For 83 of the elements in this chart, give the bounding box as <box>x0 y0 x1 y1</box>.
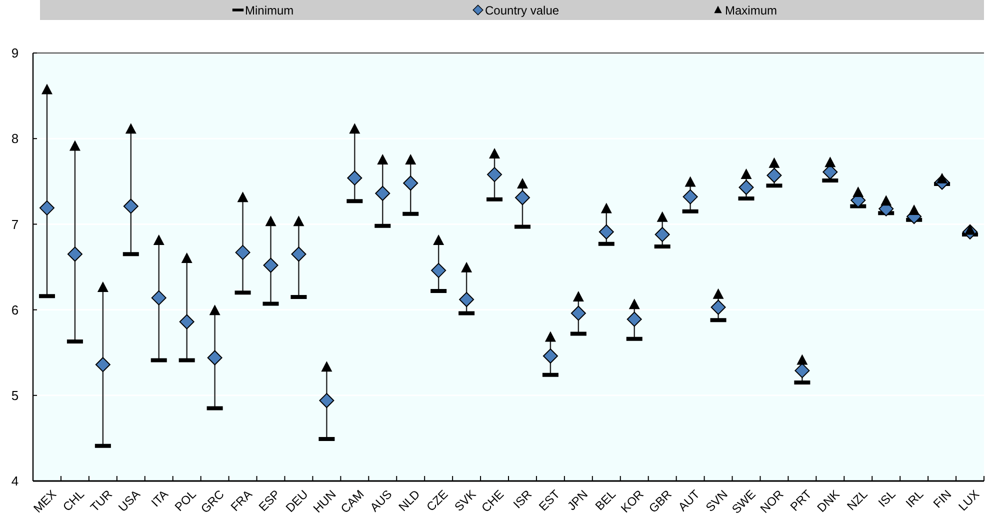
point <box>514 190 530 206</box>
point <box>710 300 726 315</box>
x-tick-label: ITA <box>148 487 171 510</box>
y-tick-label: 9 <box>11 46 19 61</box>
point <box>237 192 248 202</box>
point <box>684 176 696 187</box>
point <box>153 234 164 245</box>
point <box>768 157 780 168</box>
point <box>852 186 864 198</box>
point <box>740 168 752 180</box>
point <box>487 167 502 182</box>
point <box>321 361 332 372</box>
point <box>235 244 250 260</box>
point <box>207 350 222 366</box>
point <box>67 246 82 262</box>
point <box>628 298 640 310</box>
x-tick-label: CHL <box>60 486 88 514</box>
point <box>542 348 558 364</box>
point <box>97 282 108 292</box>
point <box>794 363 810 378</box>
x-tick-label: FRA <box>228 487 255 514</box>
point <box>151 290 166 306</box>
point <box>39 200 54 216</box>
point <box>349 123 360 134</box>
point <box>433 234 444 245</box>
point <box>598 224 614 240</box>
x-tick-label: USA <box>116 487 143 515</box>
point <box>41 84 52 94</box>
legend-label: Country value <box>485 4 560 18</box>
x-tick-label: NZL <box>844 486 870 514</box>
legend-label: Maximum <box>725 4 778 18</box>
point <box>319 393 334 408</box>
x-tick-label: FIN <box>930 487 954 511</box>
point <box>431 262 446 278</box>
point <box>880 195 892 206</box>
point <box>766 168 782 183</box>
point <box>347 170 362 186</box>
point <box>626 312 642 327</box>
point <box>377 154 388 164</box>
point <box>125 123 136 134</box>
point <box>682 189 698 204</box>
point <box>375 186 390 201</box>
legend-label: Minimum <box>245 4 294 18</box>
point <box>544 331 556 342</box>
y-tick-label: 7 <box>11 216 19 232</box>
point <box>796 354 808 365</box>
point <box>656 211 668 222</box>
point <box>293 216 304 226</box>
y-tick-label: 4 <box>11 474 19 489</box>
point <box>263 258 278 273</box>
point <box>654 226 670 242</box>
point <box>209 304 220 316</box>
point <box>600 202 612 214</box>
x-tick-label: BEL <box>592 486 619 514</box>
point <box>181 252 192 263</box>
point <box>908 204 920 216</box>
point <box>265 216 276 226</box>
point <box>461 262 472 272</box>
point <box>403 176 418 191</box>
point <box>489 148 500 159</box>
x-tick-label: ISR <box>510 486 535 512</box>
y-tick-label: 5 <box>11 388 19 403</box>
point <box>712 288 724 299</box>
point <box>179 314 194 330</box>
point <box>69 140 80 151</box>
point <box>459 292 474 308</box>
x-tick-label: TUR <box>88 486 116 515</box>
point <box>291 246 306 262</box>
point <box>570 306 586 321</box>
point <box>824 156 836 168</box>
x-tick-label: POL <box>172 486 200 514</box>
y-tick-label: 6 <box>11 302 19 318</box>
point <box>738 180 754 195</box>
x-tick-label: ISL <box>876 486 898 510</box>
point <box>123 198 138 214</box>
point <box>95 357 110 372</box>
x-tick-label: NLD <box>396 486 423 514</box>
point <box>516 178 528 188</box>
point <box>405 154 416 164</box>
point <box>572 290 584 302</box>
x-tick-label: IRL <box>903 486 926 510</box>
y-tick-label: 8 <box>11 131 19 146</box>
x-tick-label: JPN <box>564 487 590 514</box>
